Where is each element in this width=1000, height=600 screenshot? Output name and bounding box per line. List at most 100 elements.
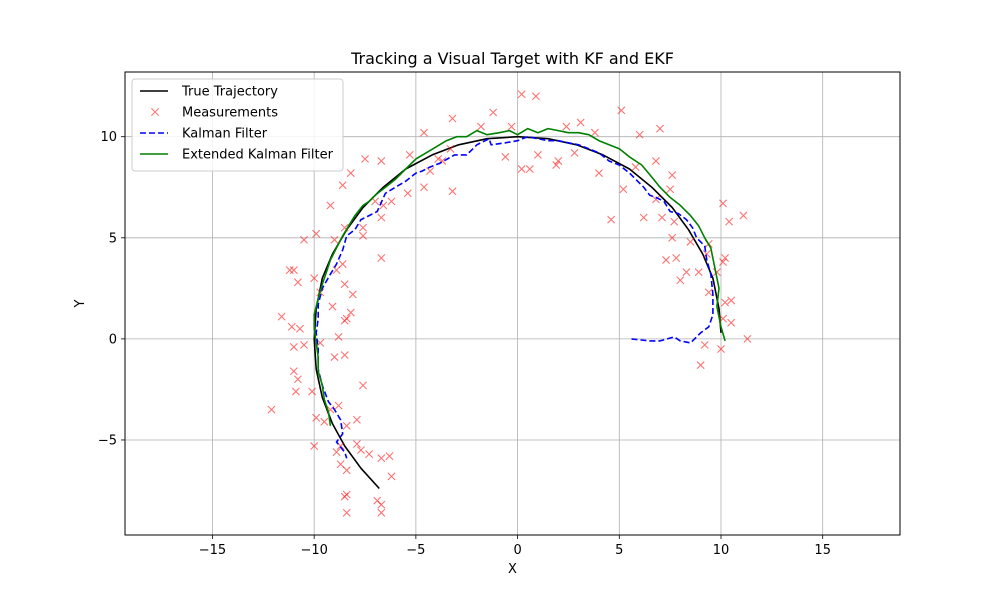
measurement-point [377, 508, 386, 517]
measurement-point [694, 268, 703, 277]
measurement-point [361, 154, 370, 163]
measurement-point [312, 229, 321, 238]
measurement-point [291, 387, 300, 396]
measurement-point [662, 256, 671, 265]
measurement-point [320, 417, 329, 426]
measurement-point [340, 351, 349, 360]
measurement-point [607, 215, 616, 224]
chart-title: Tracking a Visual Target with KF and EKF [350, 49, 674, 68]
measurement-point [338, 181, 347, 190]
measurement-point [631, 163, 640, 172]
measurement-point [377, 254, 386, 262]
measurement-point [385, 452, 394, 461]
measurement-point [359, 381, 367, 390]
measurement-point [267, 405, 276, 414]
measurement-point [330, 353, 339, 362]
measurement-point [507, 122, 516, 131]
measurement-point [533, 150, 542, 159]
measurement-point [696, 361, 705, 370]
measurement-point [682, 268, 691, 277]
measurement-point [686, 237, 695, 246]
y-tick-label: −5 [98, 433, 117, 448]
measurement-point [668, 233, 677, 242]
measurement-point [289, 266, 298, 275]
measurement-point [403, 189, 412, 198]
measurement-point [434, 154, 443, 163]
measurement-point [405, 150, 414, 159]
measurement-point [639, 213, 648, 222]
measurement-point [312, 413, 321, 422]
measurement-point [448, 187, 457, 196]
measurement-point [420, 128, 429, 137]
measurement-point [387, 197, 396, 206]
plot-area [267, 90, 752, 517]
measurement-point [334, 401, 343, 410]
measurement-point [359, 223, 367, 232]
x-tick-label: 10 [713, 543, 730, 558]
measurement-point [531, 92, 540, 101]
measurement-point [310, 442, 319, 451]
measurement-point [289, 367, 298, 376]
measurement-point [489, 108, 498, 117]
measurement-point [340, 316, 349, 325]
measurement-point [719, 258, 728, 267]
y-tick-label: 5 [109, 231, 117, 246]
measurement-point [330, 235, 339, 244]
legend-label: Measurements [182, 106, 278, 121]
measurement-point [328, 302, 337, 311]
measurement-point [570, 148, 579, 157]
measurement-point [655, 124, 664, 133]
measurement-point [338, 260, 347, 269]
measurement-point [371, 197, 380, 206]
measurement-point [426, 167, 435, 176]
x-axis: −15 −10 −5 0 5 10 15 [199, 535, 831, 558]
measurement-point [590, 128, 599, 137]
measurement-point [293, 278, 302, 287]
measurement-point [377, 156, 386, 165]
true-trajectory-line [313, 135, 722, 490]
measurement-point [743, 334, 752, 343]
measurement-point [721, 254, 730, 262]
measurement-point [517, 165, 526, 174]
measurement-point [295, 324, 304, 333]
measurement-point [387, 472, 396, 481]
measurement-point [377, 454, 386, 463]
measurement-point [377, 213, 386, 222]
measurement-point [326, 201, 335, 210]
measurement-point [552, 161, 561, 169]
measurement-point [348, 290, 357, 299]
measurement-point [300, 340, 308, 349]
measurement-point [377, 500, 386, 509]
x-axis-label: X [508, 562, 517, 577]
measurement-point [617, 106, 626, 115]
measurement-point [308, 387, 317, 396]
plot-frame [124, 71, 901, 536]
measurement-point [336, 460, 345, 469]
measurement-point [704, 288, 713, 297]
measurement-point [342, 466, 351, 475]
measurement-point [668, 171, 677, 180]
measurement-point [721, 298, 730, 307]
measurement-point [727, 318, 736, 327]
measurement-point [594, 169, 603, 178]
measurement-point [359, 231, 367, 240]
measurement-point [658, 213, 666, 222]
measurement-point [651, 195, 660, 204]
measurement-point [289, 342, 298, 351]
x-tick-label: 5 [615, 543, 623, 558]
measurement-point [356, 446, 365, 455]
x-tick-label: −5 [406, 543, 425, 558]
measurement-point [340, 280, 349, 289]
measurement-point [739, 211, 748, 220]
measurement-point [727, 296, 736, 305]
legend-label: True Trajectory [181, 85, 278, 100]
measurement-point [525, 165, 534, 174]
x-tick-label: 0 [513, 543, 521, 558]
legend: True Trajectory Measurements Kalman Filter… [131, 78, 344, 172]
measurement-point [700, 340, 709, 349]
measurement-point [554, 156, 563, 165]
y-axis-label: Y [73, 299, 88, 308]
measurement-point [670, 217, 679, 226]
measurement-point [332, 266, 341, 275]
